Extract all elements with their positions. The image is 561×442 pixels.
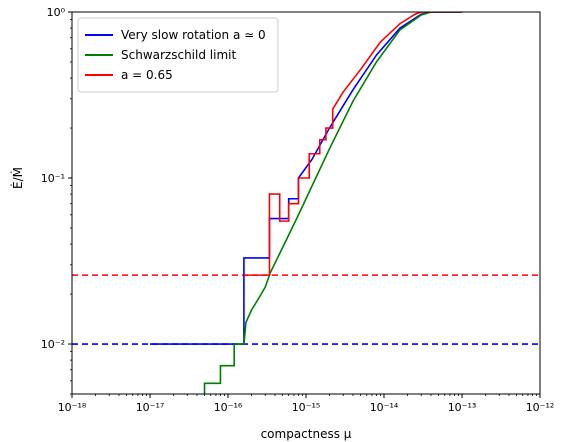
series-line-2 bbox=[243, 12, 462, 276]
legend-label: Schwarzschild limit bbox=[121, 48, 236, 62]
x-tick-label: 10⁻¹⁵ bbox=[292, 401, 321, 414]
x-tick-label: 10⁻¹⁷ bbox=[136, 401, 165, 414]
series-layer bbox=[72, 12, 540, 394]
legend: Very slow rotation a ≃ 0 Schwarzschild li… bbox=[77, 17, 279, 93]
y-tick-label: 10⁰ bbox=[47, 6, 66, 19]
y-axis-label: Ė/Ṁ bbox=[10, 167, 25, 189]
y-tick-label: 10⁻² bbox=[41, 338, 65, 351]
x-tick-label: 10⁻¹⁸ bbox=[58, 401, 87, 414]
legend-label: Very slow rotation a ≃ 0 bbox=[121, 28, 266, 42]
x-tick-label: 10⁻¹⁴ bbox=[370, 401, 399, 414]
legend-label: a = 0.65 bbox=[121, 68, 173, 82]
x-tick-label: 10⁻¹⁶ bbox=[214, 401, 243, 414]
axes-layer: 10⁻¹⁸ 10⁻¹⁷ 10⁻¹⁶ 10⁻¹⁵ 10⁻¹⁴ 10⁻¹³ 10⁻¹² 10⁻² 1… bbox=[41, 6, 555, 414]
series-line-1 bbox=[203, 12, 462, 394]
legend-box bbox=[77, 17, 279, 93]
x-axis-label: compactness μ bbox=[261, 427, 352, 441]
x-tick-label: 10⁻¹³ bbox=[448, 401, 477, 414]
y-tick-label: 10⁻¹ bbox=[41, 172, 65, 185]
x-tick-label: 10⁻¹² bbox=[526, 401, 555, 414]
